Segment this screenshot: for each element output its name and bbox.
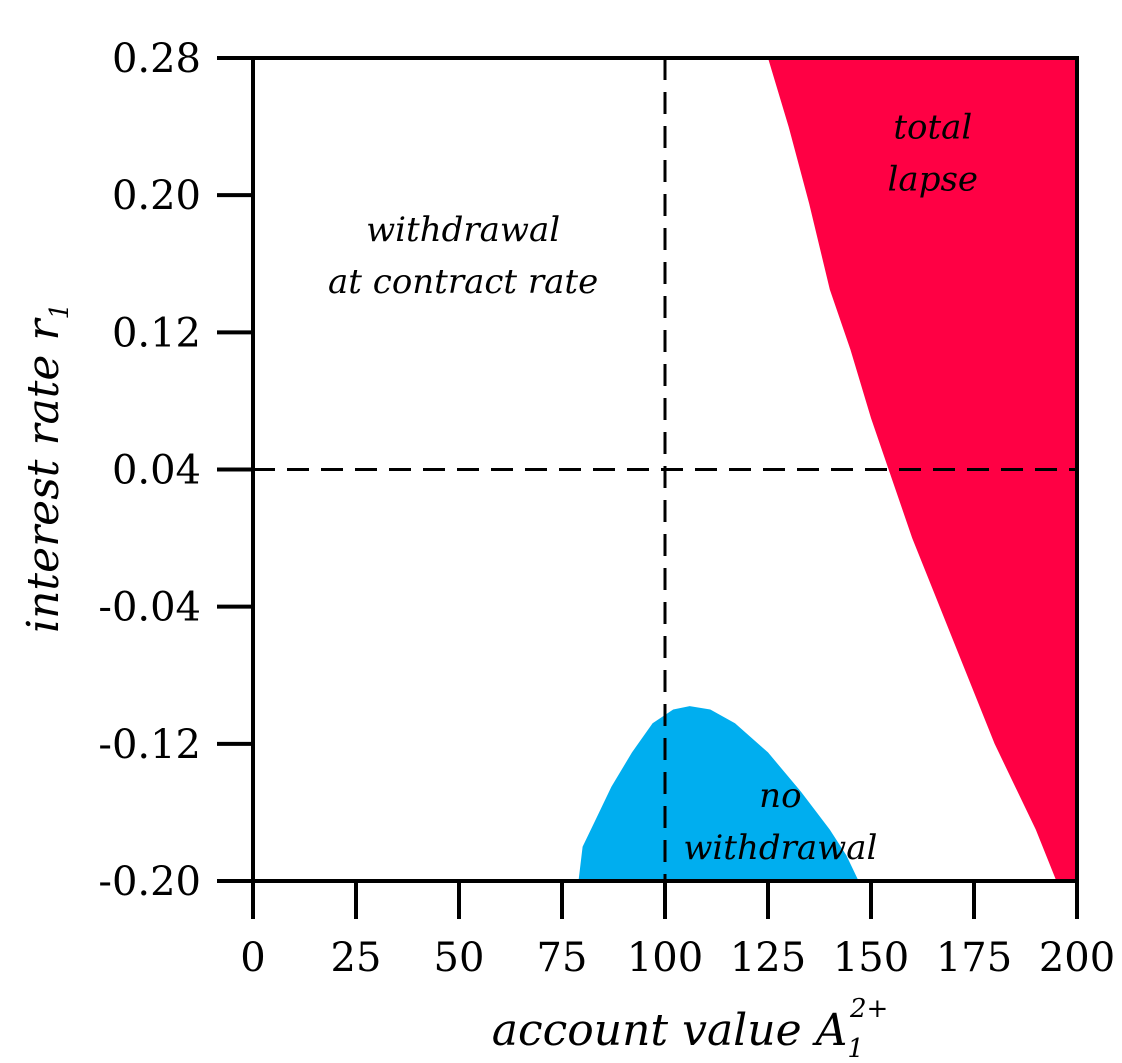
y-tick-label: -0.04 xyxy=(98,585,201,631)
region-label-withdrawal-at-contract-rate: at contract rate xyxy=(328,262,598,302)
region-label-no-withdrawal: withdrawal xyxy=(683,828,877,868)
region-label-total-lapse: lapse xyxy=(888,159,978,199)
region-label-no-withdrawal: no xyxy=(759,776,801,816)
plot-regions xyxy=(578,58,1077,881)
region-label-withdrawal-at-contract-rate: withdrawal xyxy=(366,210,560,250)
x-axis-title-subscript: 1 xyxy=(847,1034,864,1063)
x-tick-label: 150 xyxy=(833,935,909,981)
region-labels: total lapse no withdrawal withdrawal at contr… xyxy=(328,107,978,868)
region-total-lapse xyxy=(768,58,1077,881)
x-axis-title: account value A12+ xyxy=(492,994,889,1063)
x-tick-label: 200 xyxy=(1039,935,1115,981)
y-tick-label: -0.12 xyxy=(98,722,201,768)
x-tick-label: 100 xyxy=(627,935,703,981)
y-axis-title: interest rate r1 xyxy=(18,303,75,633)
x-tick-label: 0 xyxy=(240,935,265,981)
region-no-withdrawal xyxy=(578,706,859,881)
x-axis-title-superscript: 2+ xyxy=(849,994,888,1024)
x-tick-label: 25 xyxy=(331,935,382,981)
x-tick-label: 50 xyxy=(434,935,485,981)
reference-lines xyxy=(253,58,1077,881)
x-tick-label: 75 xyxy=(537,935,588,981)
y-tick-label: 0.20 xyxy=(112,173,201,219)
x-tick-label: 175 xyxy=(936,935,1012,981)
y-tick-label: 0.04 xyxy=(112,448,201,494)
ticks xyxy=(217,56,1079,919)
y-tick-label: 0.12 xyxy=(112,310,201,356)
x-tick-label: 125 xyxy=(730,935,806,981)
y-tick-label: -0.20 xyxy=(98,859,201,905)
region-label-total-lapse: total xyxy=(893,107,972,147)
y-tick-label: 0.28 xyxy=(112,36,201,82)
tick-labels: 0 25 50 75 100 125 150 175 200 0.28 0.20 0.12 0.04 -0… xyxy=(98,36,1115,981)
y-axis-title-subscript: 1 xyxy=(45,303,75,320)
